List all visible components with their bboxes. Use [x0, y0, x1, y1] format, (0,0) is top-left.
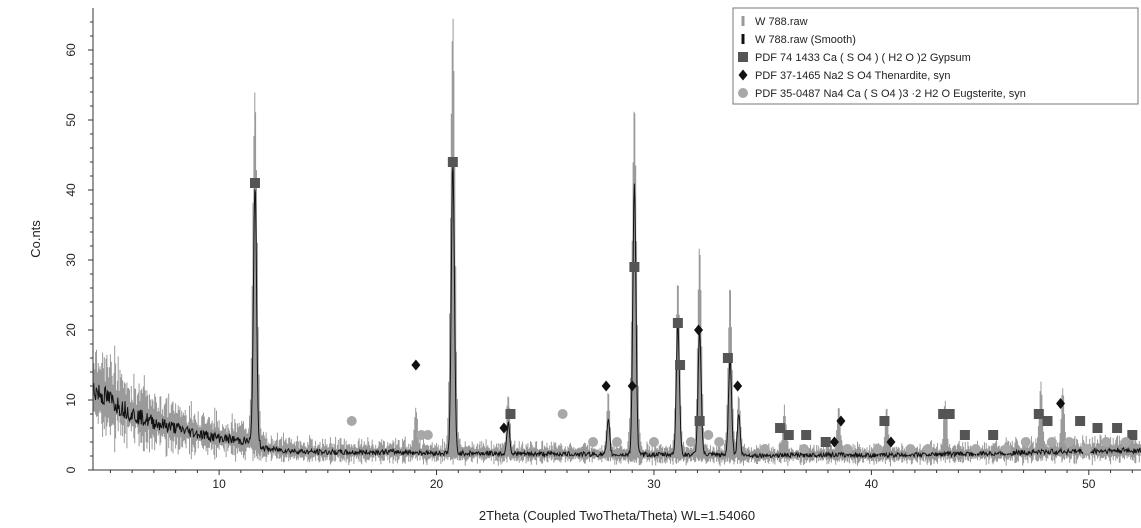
circle-marker-point [1020, 437, 1031, 447]
square-marker-point [1127, 430, 1138, 440]
square-marker-point [1092, 423, 1103, 433]
reference-phase-markers [249, 157, 1138, 454]
square-marker-point [938, 409, 949, 419]
circle-marker-point [422, 430, 433, 440]
square-marker-point [801, 430, 812, 440]
y-tick-label: 60 [64, 43, 78, 57]
x-tick-label: 20 [430, 477, 444, 491]
square-marker-point [879, 416, 890, 426]
circle-marker-point [1120, 437, 1131, 447]
legend-entries: W 788.raw W 788.raw (Smooth) PDF 74 1433 C… [738, 16, 1026, 100]
diamond-marker-point [733, 380, 743, 392]
circle-marker-point [798, 444, 809, 454]
legend: W 788.raw W 788.raw (Smooth) PDF 74 1433 C… [732, 7, 1139, 105]
square-marker-point [694, 416, 705, 426]
circle-marker-point [648, 437, 659, 447]
square-marker-point [249, 178, 260, 188]
diamond-marker-point [499, 422, 509, 434]
smoothed-pattern-series [92, 166, 1141, 459]
legend-box [732, 7, 1139, 105]
y-tick-label: 40 [64, 183, 78, 197]
legend-entry-label: PDF 74 1433 Ca ( S O4 ) ( H2 O )2 Gypsum [755, 52, 971, 64]
circle-marker-point [1064, 437, 1075, 447]
x-tick-label: 40 [865, 477, 879, 491]
legend-square-icon [738, 52, 748, 62]
circle-marker-point [970, 444, 981, 454]
circle-marker-point [922, 444, 933, 454]
legend-tick-icon [741, 34, 745, 44]
diamond-marker-point [411, 359, 421, 371]
legend-entry-label: PDF 35-0487 Na4 Ca ( S O4 )3 ·2 H2 O Eug… [755, 88, 1026, 100]
legend-entry-label: W 788.raw [755, 16, 808, 28]
square-marker-point [1042, 416, 1053, 426]
square-marker-point [775, 423, 786, 433]
legend-entry-label: PDF 37-1465 Na2 S O4 Thenardite, syn [755, 70, 950, 82]
y-tick-label: 0 [64, 466, 78, 473]
circle-marker-point [612, 437, 622, 447]
circle-marker-point [685, 437, 696, 447]
square-marker-point [783, 430, 794, 440]
axis-ticks: 10 20 30 40 50 0 10 20 30 40 50 60 [64, 21, 1133, 491]
circle-marker-point [872, 444, 883, 454]
y-tick-label: 10 [64, 393, 78, 407]
square-marker-point [820, 437, 831, 447]
square-marker-point [722, 353, 733, 363]
square-marker-point [505, 409, 516, 419]
circle-marker-point [703, 430, 714, 440]
legend-entry-label: W 788.raw (Smooth) [755, 34, 856, 46]
y-tick-label: 50 [64, 113, 78, 127]
smoothed-pattern-trace [92, 166, 1141, 459]
circle-marker-point [346, 416, 357, 426]
circle-marker-point [759, 444, 770, 454]
circle-marker-point [1101, 437, 1112, 447]
x-axis-label: 2Theta (Coupled TwoTheta/Theta) WL=1.540… [479, 508, 755, 523]
circle-marker-point [714, 437, 725, 447]
diamond-marker-point [829, 436, 839, 448]
diamond-marker-point [601, 380, 611, 392]
diamond-marker-point [836, 415, 846, 427]
circle-marker-point [588, 437, 599, 447]
diamond-marker-point [627, 380, 637, 392]
x-tick-label: 30 [647, 477, 661, 491]
y-axis-label: Co.nts [28, 220, 43, 258]
x-tick-label: 10 [212, 477, 226, 491]
diamond-marker-point [1056, 398, 1066, 409]
square-marker-point [1075, 416, 1086, 426]
circle-marker-point [842, 444, 853, 454]
square-marker-point [447, 157, 458, 167]
y-tick-label: 30 [64, 253, 78, 267]
x-tick-label: 50 [1082, 477, 1096, 491]
diamond-marker-point [694, 324, 704, 336]
circle-marker-point [1001, 444, 1012, 454]
circle-marker-point [557, 409, 568, 419]
square-marker-point [629, 262, 640, 272]
square-marker-point [988, 430, 999, 440]
legend-tick-icon [741, 16, 745, 26]
legend-circle-icon [738, 88, 748, 98]
circle-marker-point [1046, 437, 1057, 447]
square-marker-point [959, 430, 970, 440]
square-marker-point [1112, 423, 1123, 433]
square-marker-point [675, 360, 686, 370]
legend-diamond-icon [738, 69, 748, 81]
circle-marker-point [905, 444, 916, 454]
circle-marker-point [1081, 444, 1092, 454]
diamond-marker-point [886, 436, 896, 448]
square-marker-point [944, 409, 955, 419]
y-tick-label: 20 [64, 323, 78, 337]
square-marker-point [1033, 409, 1044, 419]
square-marker-point [672, 318, 683, 328]
